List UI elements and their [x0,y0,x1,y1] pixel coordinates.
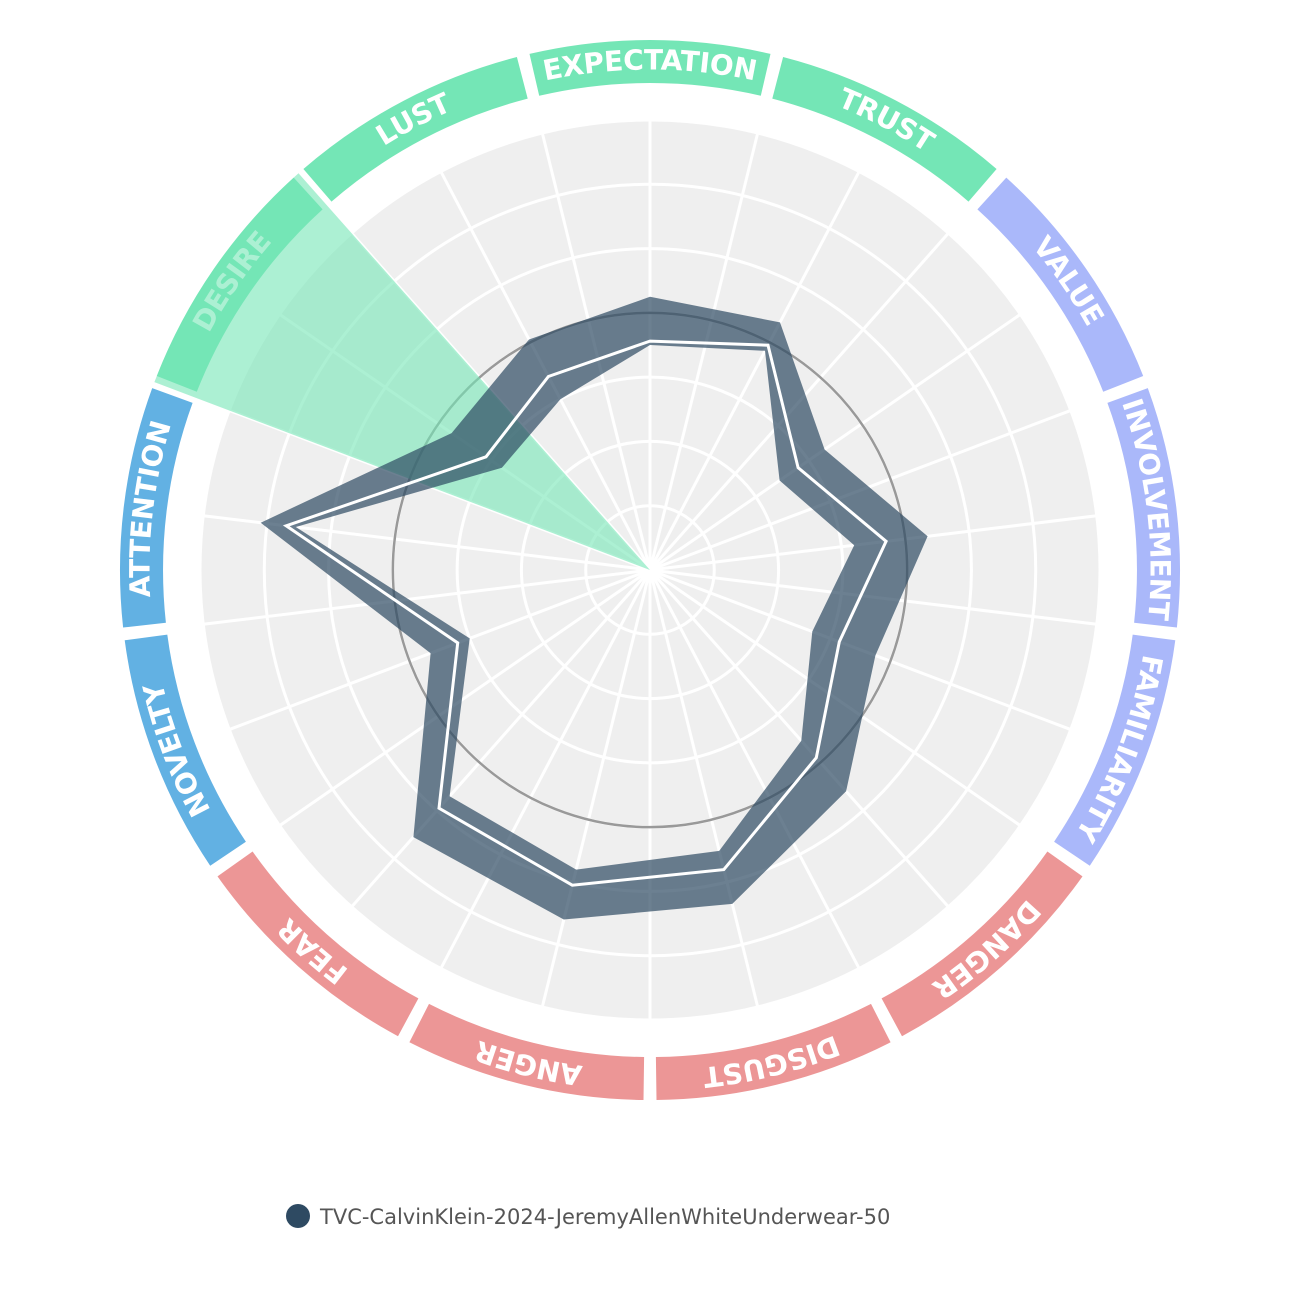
category-segment [1107,388,1181,628]
spoke [649,313,1022,572]
category-segment [772,57,997,202]
spoke [648,569,950,908]
category-segment [119,388,193,628]
spoke [648,170,861,571]
category-segment [881,851,1083,1037]
category-label: INVOLVEMENT [1115,394,1176,621]
category-segment [124,634,246,866]
range-band [260,296,928,920]
legend-label: TVC-CalvinKlein-2024-JeremyAllenWhiteUnd… [319,1205,890,1229]
spoke [203,568,651,626]
spoke [540,569,652,1008]
category-label-text: INVOLVEMENT [1115,394,1176,621]
category-segment [655,1003,891,1100]
spoke [648,569,861,970]
category-label-text: ATTENTION [123,417,177,598]
spoke [278,568,651,827]
category-segment [977,177,1144,392]
spoke [648,569,760,1008]
series-line [282,339,888,887]
category-segment [1054,634,1176,866]
category-segment [303,57,528,202]
spoke [439,569,652,970]
category-segment [217,851,419,1037]
spoke [648,132,760,571]
legend-marker [286,1204,310,1228]
highlight-wedge [154,173,650,571]
spoke [350,569,652,908]
category-segment [529,40,771,96]
category-label: ATTENTION [123,417,177,598]
category-segment [409,1003,645,1100]
